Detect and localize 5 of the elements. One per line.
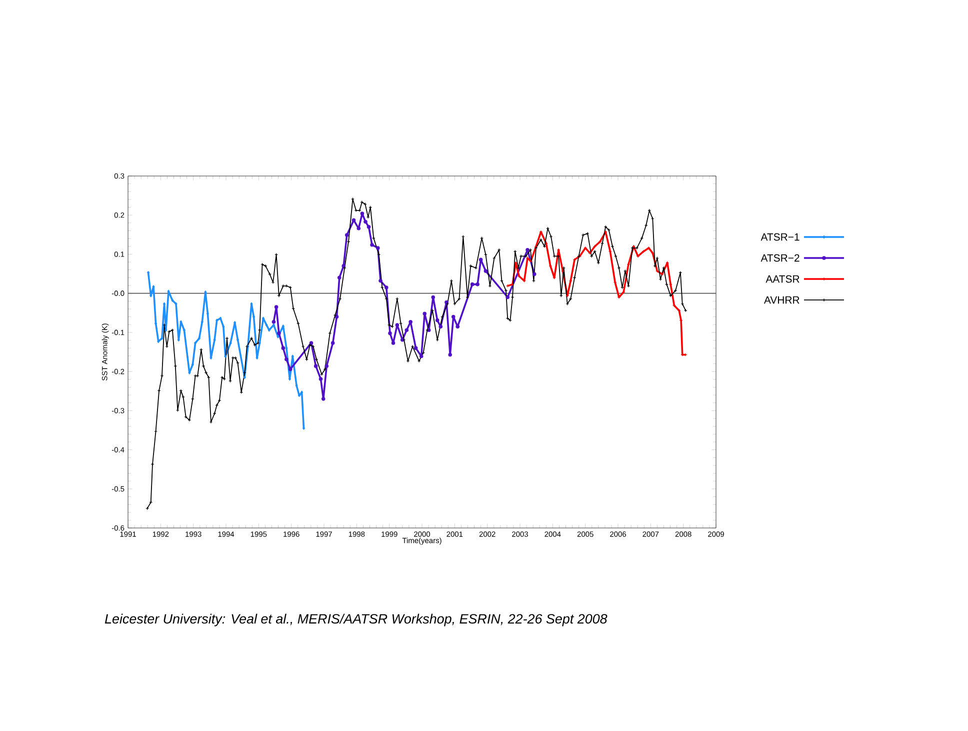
- legend-label: ATSR−2: [760, 254, 800, 262]
- legend-label: AVHRR: [764, 296, 800, 304]
- legend-label: AATSR: [766, 275, 800, 283]
- legend-label: ATSR−1: [760, 233, 800, 241]
- text: Leicester University: Veal et al., MERIS/AATSR Workshop, ESRIN, 22-26 Sept 2008: [104, 614, 608, 626]
